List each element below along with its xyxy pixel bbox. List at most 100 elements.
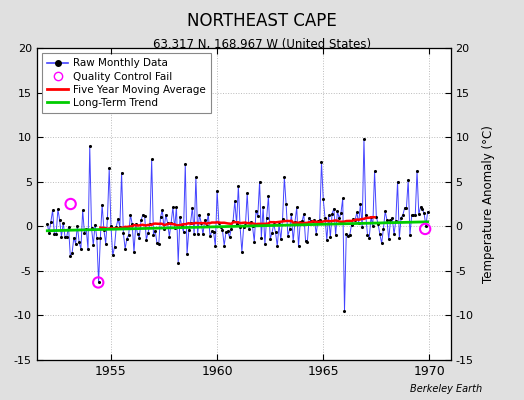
- Point: [220, 242, 228, 249]
- Point: [404, 177, 412, 183]
- Point: [269, 221, 278, 227]
- Point: [218, 226, 226, 233]
- Point: [319, 196, 328, 202]
- Point: [318, 159, 326, 165]
- Point: [176, 214, 184, 220]
- Point: [335, 215, 343, 222]
- Point: [187, 220, 195, 226]
- Point: [365, 234, 374, 241]
- Point: [43, 221, 51, 227]
- Point: [257, 235, 266, 241]
- Point: [216, 224, 225, 230]
- Point: [263, 214, 271, 221]
- Point: [225, 234, 234, 240]
- Point: [418, 206, 427, 212]
- Point: [292, 204, 301, 211]
- Point: [259, 204, 267, 210]
- Point: [264, 193, 272, 200]
- Point: [408, 212, 416, 218]
- Point: [386, 217, 395, 224]
- Point: [89, 242, 97, 248]
- Point: [340, 308, 348, 314]
- Point: [50, 230, 59, 237]
- Point: [303, 239, 312, 246]
- Text: Berkeley Earth: Berkeley Earth: [410, 384, 482, 394]
- Point: [112, 223, 121, 230]
- Point: [346, 231, 354, 238]
- Point: [128, 221, 136, 227]
- Point: [234, 183, 243, 189]
- Point: [172, 204, 181, 210]
- Point: [323, 237, 331, 243]
- Point: [82, 226, 91, 232]
- Point: [167, 220, 176, 226]
- Point: [423, 208, 432, 215]
- Point: [174, 260, 182, 266]
- Point: [377, 240, 386, 246]
- Point: [394, 178, 402, 185]
- Point: [277, 236, 285, 243]
- Point: [353, 209, 361, 216]
- Point: [47, 219, 55, 225]
- Point: [232, 221, 241, 227]
- Point: [183, 251, 191, 257]
- Point: [245, 226, 253, 232]
- Point: [121, 246, 129, 252]
- Point: [367, 214, 375, 220]
- Point: [52, 230, 60, 237]
- Point: [250, 238, 258, 245]
- Point: [275, 221, 283, 228]
- Point: [170, 225, 179, 232]
- Point: [100, 226, 108, 233]
- Point: [155, 241, 163, 247]
- Point: [248, 223, 257, 230]
- Point: [321, 215, 329, 221]
- Point: [326, 234, 334, 240]
- Point: [158, 207, 167, 213]
- Point: [123, 235, 131, 242]
- Point: [229, 218, 237, 224]
- Legend: Raw Monthly Data, Quality Control Fail, Five Year Moving Average, Long-Term Tren: Raw Monthly Data, Quality Control Fail, …: [42, 53, 211, 113]
- Point: [184, 227, 193, 234]
- Point: [301, 238, 310, 244]
- Point: [310, 217, 319, 223]
- Point: [199, 231, 207, 237]
- Point: [94, 279, 102, 286]
- Point: [114, 216, 122, 222]
- Point: [399, 212, 407, 218]
- Point: [146, 221, 154, 227]
- Point: [294, 243, 303, 250]
- Point: [147, 156, 156, 163]
- Point: [305, 214, 313, 221]
- Point: [75, 239, 83, 245]
- Point: [64, 224, 73, 230]
- Point: [261, 241, 269, 248]
- Point: [85, 143, 94, 149]
- Point: [337, 210, 345, 216]
- Point: [160, 226, 168, 232]
- Point: [88, 225, 96, 232]
- Point: [254, 212, 262, 219]
- Point: [94, 279, 103, 286]
- Point: [137, 217, 145, 224]
- Point: [116, 224, 124, 230]
- Point: [135, 234, 144, 241]
- Point: [273, 243, 281, 249]
- Point: [239, 223, 248, 230]
- Point: [59, 220, 68, 226]
- Point: [354, 220, 363, 226]
- Point: [362, 212, 370, 218]
- Point: [402, 205, 411, 212]
- Point: [208, 228, 216, 234]
- Point: [61, 233, 69, 240]
- Point: [224, 228, 232, 234]
- Point: [379, 226, 388, 232]
- Point: [181, 161, 190, 167]
- Point: [286, 226, 294, 232]
- Point: [383, 217, 391, 223]
- Point: [133, 230, 141, 237]
- Point: [390, 231, 398, 238]
- Point: [283, 232, 292, 239]
- Point: [54, 206, 62, 212]
- Point: [300, 211, 308, 218]
